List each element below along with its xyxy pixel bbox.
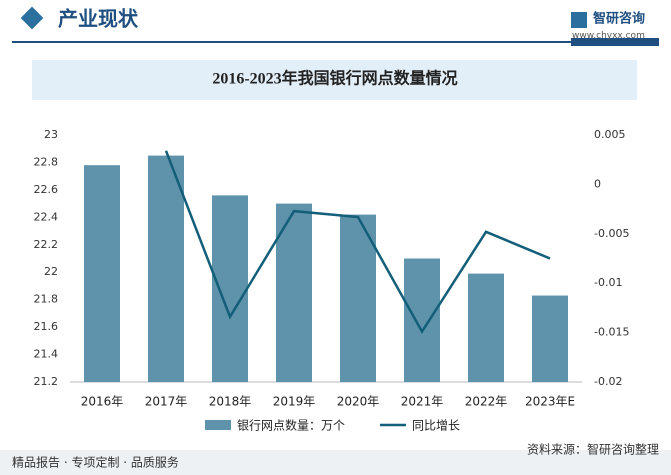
title-box: [32, 60, 637, 100]
y2-tick-label: -0.02: [594, 375, 622, 388]
x-tick-label: 2020年: [337, 395, 380, 409]
x-tick-label: 2019年: [273, 395, 316, 409]
x-tick-label: 2022年: [465, 395, 508, 409]
line: [164, 150, 551, 335]
y-tick-label: 22.4: [34, 210, 59, 223]
bar: [276, 203, 312, 382]
header-title: 产业现状: [58, 7, 139, 31]
y2-tick-label: 0: [594, 177, 601, 190]
bar: [340, 214, 376, 382]
y-tick-label: 21.6: [34, 320, 59, 333]
footer-bar: [0, 450, 671, 475]
bar: [212, 195, 248, 382]
x-tick-label: 2017年: [145, 395, 188, 409]
bar: [468, 273, 504, 382]
website: www.chyxx.com: [572, 31, 645, 41]
legend-label: 同比增长: [412, 419, 460, 433]
footer-source: 资料来源：智研咨询整理: [527, 442, 659, 457]
bar: [404, 258, 440, 382]
legend-label: 银行网点数量：万个: [237, 418, 345, 433]
y2-tick-label: -0.005: [594, 227, 629, 240]
legend-swatch: [205, 420, 231, 430]
y-tick-label: 21.2: [34, 375, 59, 388]
y2-tick-label: -0.015: [594, 326, 629, 339]
x-tick-label: 2018年: [209, 395, 252, 409]
x-tick-label: 2023年E: [525, 395, 575, 409]
y-tick-label: 22.2: [34, 238, 59, 251]
y-tick-label: 22.6: [34, 183, 59, 196]
footer-slogan: 精品报告 · 专项定制 · 品质服务: [12, 455, 179, 470]
header-icon: [20, 6, 44, 30]
x-tick-label: 2021年: [401, 395, 444, 409]
brand-name: 智研咨询: [593, 11, 645, 27]
y-tick-label: 23: [44, 128, 58, 141]
x-tick-label: 2016年: [81, 395, 124, 409]
y-tick-label: 21.8: [34, 293, 59, 306]
bar: [84, 165, 120, 382]
y2-tick-label: 0.005: [594, 128, 626, 141]
y-tick-label: 22: [44, 265, 58, 278]
y2-tick-label: -0.01: [594, 276, 622, 289]
chart-title: 2016-2023年我国银行网点数量情况: [212, 69, 457, 88]
y-tick-label: 22.8: [34, 155, 59, 168]
bar: [148, 155, 184, 382]
bar: [532, 295, 568, 382]
y-tick-label: 21.4: [34, 348, 59, 361]
brand-logo: [571, 12, 587, 28]
header-rule-end: [571, 38, 659, 46]
